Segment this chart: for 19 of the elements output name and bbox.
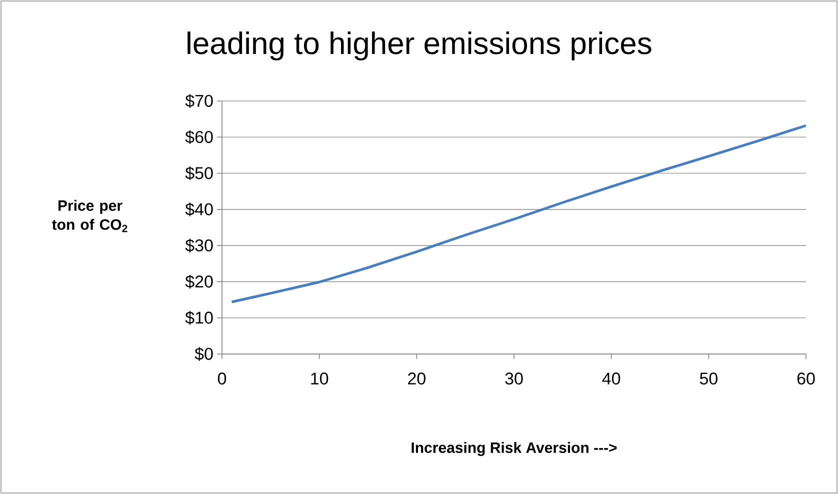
y-tick-label: $10 (185, 310, 213, 325)
chart-title: leading to higher emissions prices (188, 32, 652, 60)
x-tick-label: 40 (602, 372, 620, 385)
x-tick-label: 50 (700, 372, 718, 385)
y-tick-label: $70 (185, 94, 213, 108)
y-axis-title: Price per ton of CO$_{2}$ (52, 200, 128, 232)
x-tick-label: 20 (408, 372, 426, 385)
y-tick-label: $0 (194, 347, 213, 361)
x-axis-title: Increasing Risk Aversion ---> (412, 442, 617, 456)
line-series (230, 124, 806, 304)
y-tick-label: $40 (185, 202, 213, 216)
y-tick-label: $30 (185, 238, 213, 252)
x-tick-label: 0 (218, 372, 226, 385)
x-tick-label: 60 (797, 372, 815, 385)
y-tick-label: $20 (185, 274, 213, 289)
y-tick-label: $50 (185, 166, 213, 180)
x-tick-label: 30 (505, 372, 523, 385)
y-tick-label: $60 (185, 130, 213, 144)
x-tick-label: 10 (311, 372, 328, 385)
